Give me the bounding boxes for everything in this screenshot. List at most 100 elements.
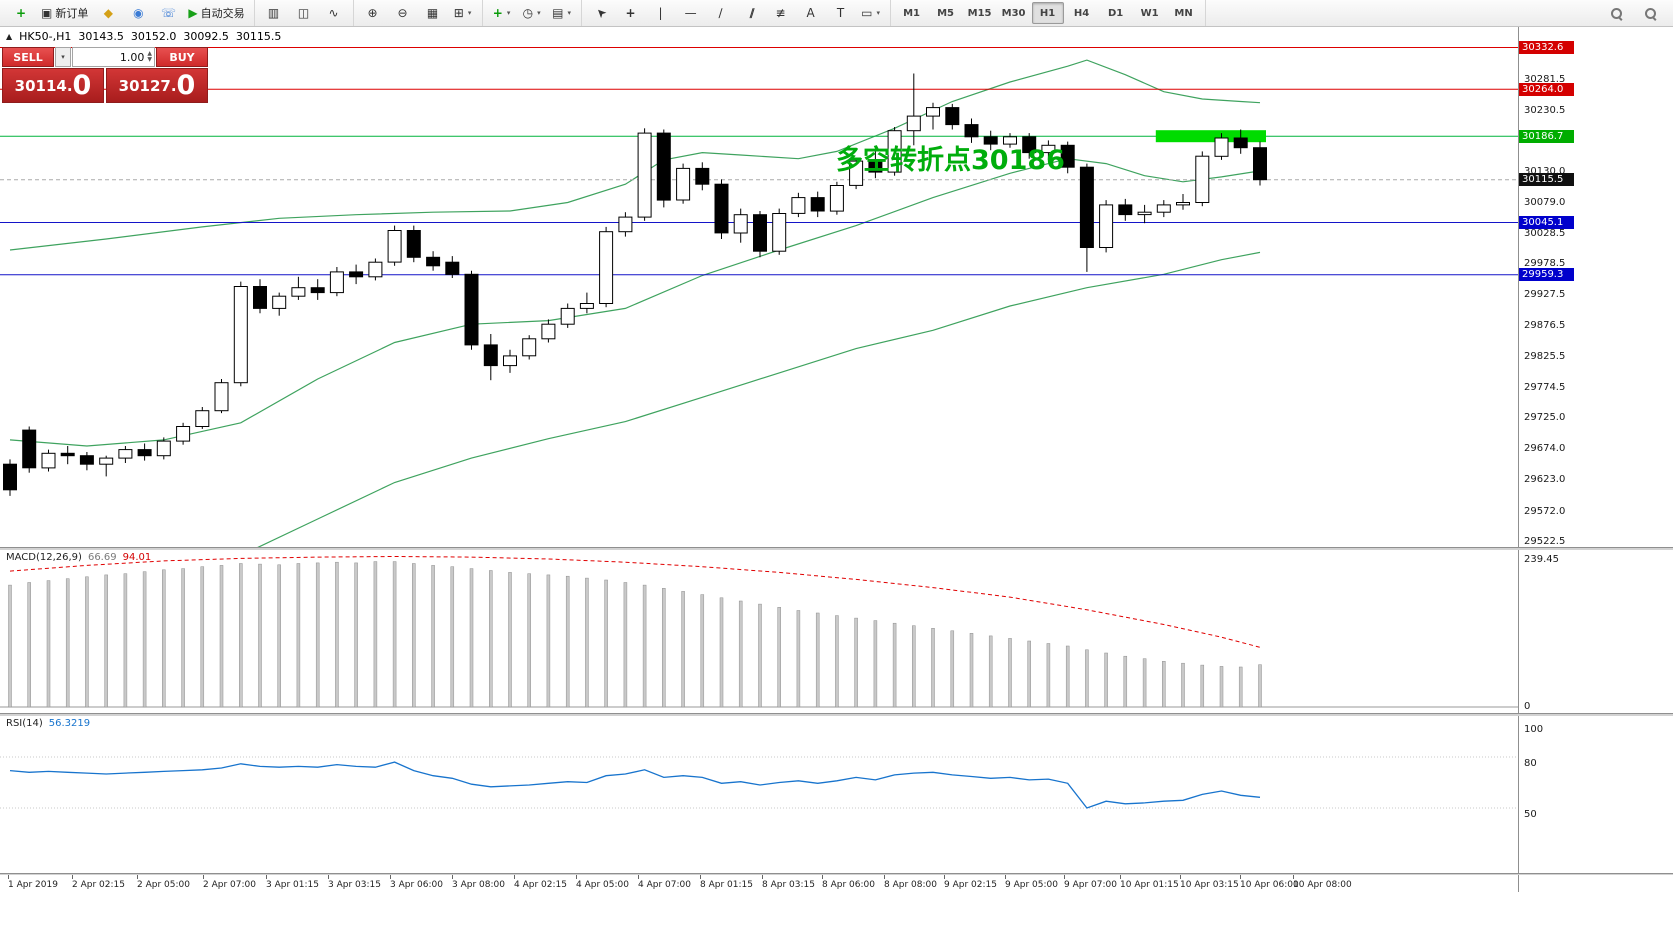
trendline-button[interactable]: ∕ — [707, 2, 735, 24]
timeframe-m30[interactable]: M30 — [1001, 7, 1026, 19]
periods-button[interactable]: ◷ ▾ — [518, 2, 546, 24]
macd-bar — [1162, 661, 1166, 708]
zoom-in-button[interactable]: ⊕ — [359, 2, 387, 24]
macd-panel-splitter[interactable] — [0, 547, 1673, 550]
macd-bar — [431, 565, 435, 708]
time-tick — [1240, 875, 1241, 879]
new-chart-button[interactable]: + — [7, 2, 35, 24]
shapes-button[interactable]: ▭ ▾ — [857, 2, 885, 24]
time-tick — [1120, 875, 1121, 879]
fibonacci-button[interactable]: ≢ — [767, 2, 795, 24]
price-axis[interactable]: 30281.530230.530180.030130.030079.030028… — [1518, 26, 1673, 892]
channel-button[interactable]: ∕∕ — [737, 2, 765, 24]
text-button[interactable]: A — [797, 2, 825, 24]
lot-increase-button[interactable]: ▲ — [147, 50, 152, 57]
candle — [156, 440, 171, 457]
chevron-down-icon: ▾ — [506, 9, 511, 17]
candle — [445, 261, 460, 275]
candle — [579, 303, 594, 309]
time-axis[interactable]: 1 Apr 2019 2 Apr 02:15 2 Apr 05:00 2 Apr 07… — [0, 875, 1518, 895]
macd-bar — [85, 576, 89, 708]
macd-bar — [1104, 652, 1108, 708]
macd-main-value: 66.69 — [87, 552, 117, 563]
macd-bar — [469, 568, 474, 708]
macd-bar — [969, 633, 974, 708]
candle — [464, 273, 479, 346]
order-icon: ▣ — [41, 6, 53, 20]
buy-price-display[interactable]: 30127. 0 — [106, 68, 208, 103]
bar-chart-button[interactable]: ▥ — [260, 2, 288, 24]
macd-bar — [219, 565, 224, 708]
main-chart[interactable]: ▲ HK50-,H1 30143.5 30152.0 30092.5 30115… — [0, 26, 1518, 547]
vertical-line-button[interactable]: | — [647, 2, 675, 24]
lot-decrease-button[interactable]: ▼ — [147, 56, 152, 63]
sell-button[interactable]: SELL — [2, 47, 54, 67]
rsi-panel-splitter[interactable] — [0, 713, 1673, 716]
timeframe-h4[interactable]: H4 — [1073, 7, 1090, 19]
fibo-icon: ≢ — [775, 6, 786, 20]
macd-scale-zero: 0 — [1524, 701, 1531, 712]
rsi-panel[interactable]: RSI(14) 56.3219 — [0, 715, 1518, 873]
buy-button[interactable]: BUY — [156, 47, 208, 67]
timeframe-m15[interactable]: M15 — [967, 7, 992, 19]
time-tick — [762, 875, 763, 879]
time-axis-label: 2 Apr 02:15 — [72, 880, 125, 890]
community-button[interactable]: ◉ — [124, 2, 152, 24]
candle — [1176, 202, 1190, 206]
textA-icon: A — [806, 6, 815, 20]
new-window-button[interactable]: ▦ — [419, 2, 447, 24]
macd-bar — [46, 580, 51, 708]
time-axis-label: 10 Apr 08:00 — [1293, 880, 1352, 890]
time-axis-label: 4 Apr 07:00 — [638, 880, 691, 890]
timeframe-h1[interactable]: H1 — [1031, 2, 1064, 24]
candle — [753, 214, 767, 252]
macd-bar — [758, 603, 762, 708]
timeframe-m1[interactable]: M1 — [903, 7, 921, 19]
candle — [656, 132, 671, 201]
rsi-line — [9, 761, 1261, 809]
line-chart-button[interactable]: ∿ — [320, 2, 348, 24]
time-axis-label: 1 Apr 2019 — [8, 880, 58, 890]
collapse-panel-button[interactable]: ▲ — [6, 32, 13, 41]
lot-dropdown-button[interactable]: ▾ — [55, 47, 71, 67]
search-button[interactable] — [1636, 2, 1664, 24]
candle-chart-button[interactable]: ◫ — [290, 2, 318, 24]
indicators-button[interactable]: + ▾ — [488, 2, 516, 24]
support-button[interactable]: ☏ — [154, 2, 182, 24]
horizontal-line-button[interactable]: — — [677, 2, 705, 24]
lot-input[interactable]: 1.00 ▲ ▼ — [72, 47, 155, 67]
candle — [1118, 204, 1133, 216]
search-symbol-button[interactable] — [1602, 2, 1630, 24]
price-axis-label: 29978.5 — [1524, 258, 1566, 270]
labelT-icon: T — [836, 6, 845, 20]
timeframe-w1[interactable]: W1 — [1140, 7, 1159, 19]
macd-bar — [565, 575, 570, 708]
zoom-out-button[interactable]: ⊖ — [389, 2, 417, 24]
tile-windows-button[interactable]: ⊞ ▾ — [449, 2, 477, 24]
rsi-label: RSI(14) 56.3219 — [6, 718, 90, 729]
candle — [695, 167, 710, 185]
macd-bar — [873, 620, 878, 708]
macd-bar — [104, 574, 108, 708]
macd-panel[interactable]: MACD(12,26,9) 66.69 94.01 — [0, 549, 1518, 713]
new-order-button[interactable]: ▣ 新订单 — [37, 2, 92, 24]
timeframe-mn[interactable]: MN — [1174, 7, 1193, 19]
crosshair-button[interactable]: + — [617, 2, 645, 24]
macd-bar — [1181, 662, 1185, 708]
autotrading-button[interactable]: ▶ 自动交易 — [184, 2, 248, 24]
candle — [1195, 155, 1210, 203]
chart-shortcut-button[interactable]: ◆ — [94, 2, 122, 24]
candle — [599, 231, 614, 304]
candle — [849, 160, 864, 186]
sell-price-display[interactable]: 30114. 0 — [2, 68, 104, 103]
templates-button[interactable]: ▤ ▾ — [548, 2, 576, 24]
macd-bar — [27, 582, 31, 708]
candlestick-chart-canvas[interactable] — [0, 26, 1518, 547]
timeframe-m5[interactable]: M5 — [937, 7, 955, 19]
timeframe-d1[interactable]: D1 — [1107, 7, 1124, 19]
magnifier-icon — [1644, 7, 1657, 20]
time-axis-label: 9 Apr 02:15 — [944, 880, 997, 890]
cursor-button[interactable]: ➤ — [587, 2, 615, 24]
channel-icon: ∕∕ — [749, 6, 755, 20]
text-label-button[interactable]: T — [827, 2, 855, 24]
